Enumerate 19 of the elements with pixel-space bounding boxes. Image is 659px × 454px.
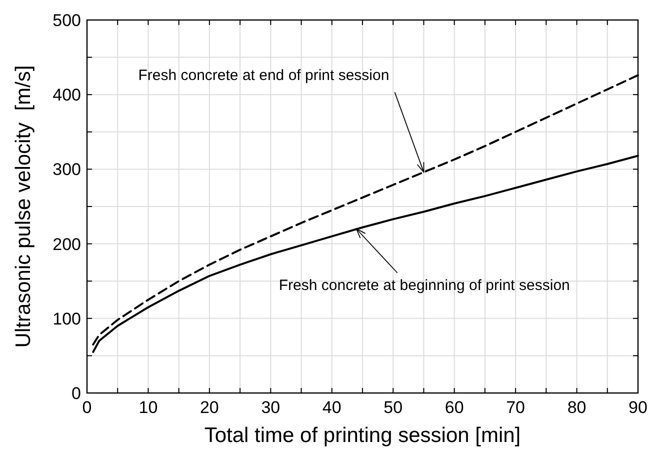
x-tick-label: 20: [200, 398, 219, 417]
x-tick-label: 10: [138, 398, 158, 417]
annotation: Fresh concrete at beginning of print session: [278, 276, 570, 294]
y-tick-label: 200: [52, 234, 81, 254]
x-tick-label: 80: [567, 398, 586, 417]
y-tick-label: 400: [52, 86, 81, 105]
y-tick-label: 500: [52, 10, 81, 30]
y-tick-label: 0: [72, 384, 81, 403]
y-tick-label: 100: [52, 309, 81, 328]
x-tick-label: 60: [444, 398, 464, 417]
x-axis-title: Total time of printing session [min]: [204, 424, 521, 447]
x-tick-label: 50: [384, 398, 403, 417]
x-tick-label: 70: [506, 398, 526, 417]
x-tick-label: 90: [628, 398, 648, 417]
x-tick-label: 40: [322, 398, 342, 417]
x-tick-label: 30: [261, 398, 280, 417]
y-axis-title: Ultrasonic pulse velocity [m/s]: [12, 65, 35, 348]
y-tick-label: 300: [52, 160, 81, 180]
annotation: Fresh concrete at end of print session: [138, 67, 390, 84]
